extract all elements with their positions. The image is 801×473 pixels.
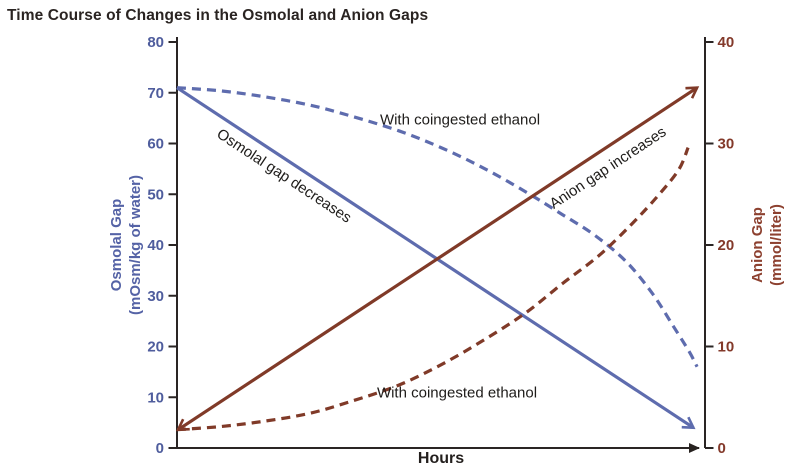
axis-ticks: 0 10 20 30 40 50 60 70 80 0 10 20 30 40 bbox=[147, 34, 734, 457]
x-axis-title: Hours bbox=[417, 450, 465, 467]
left-axis-title-line2: (mOsm/kg of water) bbox=[127, 174, 144, 316]
left-axis-title: Osmolal Gap (mOsm/kg of water) bbox=[107, 175, 145, 315]
right-axis-tick-label: 40 bbox=[718, 34, 735, 51]
osmolal-gap-line bbox=[176, 86, 696, 430]
anion-gap-line bbox=[175, 86, 700, 432]
left-axis-tick-label: 40 bbox=[147, 237, 164, 254]
right-axis-tick-label: 10 bbox=[718, 339, 735, 356]
ethanol-label-bottom: With coingested ethanol bbox=[376, 384, 538, 402]
left-axis-tick-label: 10 bbox=[147, 389, 164, 406]
ethanol-label-top: With coingested ethanol bbox=[379, 111, 541, 129]
chart-series bbox=[175, 86, 700, 432]
right-axis-tick-label: 30 bbox=[718, 136, 735, 153]
left-axis-tick-label: 30 bbox=[147, 288, 164, 305]
left-axis-tick-label: 0 bbox=[156, 440, 164, 457]
right-axis-title: Anion Gap (mmol/liter) bbox=[748, 204, 786, 286]
osmolal-gap-ethanol-curve bbox=[176, 86, 699, 368]
right-axis-tick-label: 20 bbox=[718, 237, 735, 254]
anion-gap-ethanol-curve bbox=[176, 146, 690, 432]
right-axis-title-line2: (mmol/liter) bbox=[768, 204, 785, 286]
left-axis-tick-label: 50 bbox=[147, 186, 164, 203]
left-axis-tick-label: 80 bbox=[147, 34, 164, 51]
figure-title: Time Course of Changes in the Osmolal an… bbox=[7, 7, 429, 24]
left-axis-tick-label: 70 bbox=[147, 85, 164, 102]
left-axis-tick-label: 20 bbox=[147, 339, 164, 356]
right-axis-title-line1: Anion Gap bbox=[749, 207, 766, 283]
left-axis-title-line1: Osmolal Gap bbox=[108, 198, 125, 292]
right-axis-tick-label: 0 bbox=[718, 440, 726, 457]
left-axis-tick-label: 60 bbox=[147, 136, 164, 153]
